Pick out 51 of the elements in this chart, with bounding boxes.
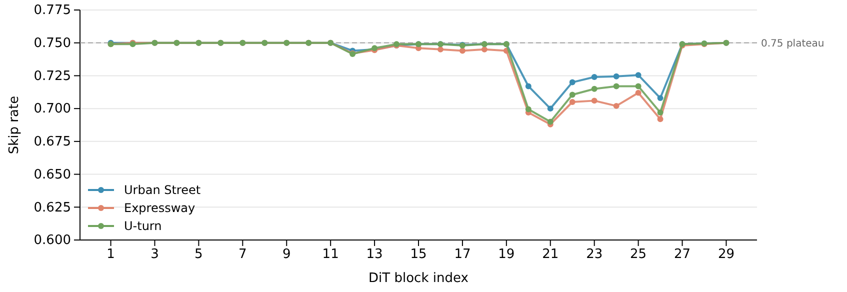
- y-tick-label: 0.650: [34, 167, 71, 182]
- x-tick-label: 21: [542, 247, 559, 262]
- x-tick-label: 1: [106, 247, 115, 262]
- point: [481, 46, 488, 52]
- x-axis-title: DiT block index: [368, 271, 469, 286]
- point: [437, 46, 444, 52]
- point: [613, 83, 620, 90]
- y-tick-label: 0.775: [34, 3, 71, 18]
- y-tick-label: 0.750: [34, 36, 71, 52]
- y-tick-label: 0.600: [34, 233, 71, 248]
- x-tick-label: 19: [498, 247, 515, 262]
- point: [613, 73, 620, 80]
- x-tick-label: 27: [674, 247, 691, 262]
- x-tick-label: 15: [410, 247, 427, 262]
- point: [459, 48, 466, 54]
- point: [635, 90, 642, 96]
- y-tick-label: 0.700: [34, 102, 71, 117]
- y-tick-label: 0.625: [34, 200, 71, 216]
- legend-label: U-turn: [124, 219, 162, 234]
- point: [547, 106, 554, 112]
- x-tick-label: 5: [194, 247, 203, 262]
- point: [657, 110, 664, 116]
- y-tick-label: 0.675: [34, 134, 71, 150]
- point: [591, 74, 598, 80]
- point: [525, 83, 532, 90]
- x-tick-label: 3: [150, 247, 159, 262]
- point: [613, 102, 620, 109]
- point: [569, 79, 576, 86]
- x-tick-label: 9: [282, 247, 291, 262]
- point: [657, 95, 664, 102]
- legend-label: Urban Street: [124, 183, 201, 198]
- point: [569, 92, 576, 98]
- point: [657, 116, 664, 122]
- point: [569, 99, 576, 105]
- ref-line-label: 0.75 plateau: [761, 38, 824, 50]
- x-tick-label: 11: [322, 247, 339, 262]
- x-tick-label: 25: [630, 247, 647, 262]
- point: [635, 83, 642, 90]
- point: [547, 118, 554, 125]
- point: [525, 106, 532, 112]
- x-tick-label: 13: [366, 247, 383, 262]
- point: [591, 86, 598, 92]
- x-tick-label: 23: [586, 247, 603, 262]
- legend-label: Expressway: [124, 201, 196, 216]
- point: [591, 98, 598, 104]
- x-tick-label: 7: [238, 247, 247, 262]
- y-tick-label: 0.725: [34, 68, 71, 84]
- point: [635, 72, 642, 78]
- x-tick-label: 17: [454, 247, 471, 262]
- y-axis-title: Skip rate: [7, 96, 22, 154]
- x-tick-label: 29: [718, 247, 734, 262]
